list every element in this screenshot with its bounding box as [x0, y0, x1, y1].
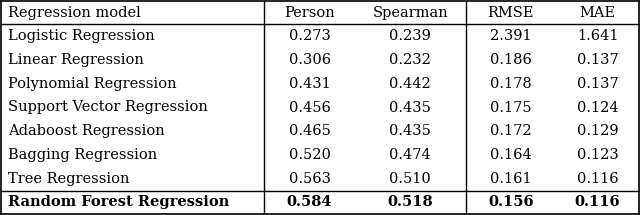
Text: 2.391: 2.391 [490, 29, 532, 43]
Text: 0.465: 0.465 [289, 124, 330, 138]
Text: Linear Regression: Linear Regression [8, 53, 144, 67]
Text: 0.518: 0.518 [387, 195, 433, 209]
Text: 0.474: 0.474 [389, 148, 431, 162]
Text: 0.124: 0.124 [577, 100, 618, 115]
Text: 0.137: 0.137 [577, 53, 618, 67]
Text: 0.510: 0.510 [389, 172, 431, 186]
Text: 0.273: 0.273 [289, 29, 330, 43]
Text: 0.435: 0.435 [389, 124, 431, 138]
Text: Logistic Regression: Logistic Regression [8, 29, 155, 43]
Text: 0.172: 0.172 [490, 124, 532, 138]
Text: 0.456: 0.456 [289, 100, 330, 115]
Text: 0.435: 0.435 [389, 100, 431, 115]
Text: RMSE: RMSE [488, 6, 534, 20]
Text: Random Forest Regression: Random Forest Regression [8, 195, 230, 209]
Text: 0.232: 0.232 [389, 53, 431, 67]
Text: Regression model: Regression model [8, 6, 141, 20]
Text: 0.442: 0.442 [389, 77, 431, 91]
Text: 0.116: 0.116 [575, 195, 620, 209]
Text: 0.431: 0.431 [289, 77, 330, 91]
Text: 0.563: 0.563 [289, 172, 331, 186]
Text: MAE: MAE [580, 6, 616, 20]
Text: 0.137: 0.137 [577, 77, 618, 91]
Text: 0.306: 0.306 [289, 53, 331, 67]
Text: Bagging Regression: Bagging Regression [8, 148, 157, 162]
Text: Spearman: Spearman [372, 6, 448, 20]
Text: 0.161: 0.161 [490, 172, 532, 186]
Text: 0.164: 0.164 [490, 148, 532, 162]
Text: Person: Person [284, 6, 335, 20]
Text: 0.584: 0.584 [287, 195, 332, 209]
Text: 0.116: 0.116 [577, 172, 618, 186]
Text: 0.178: 0.178 [490, 77, 532, 91]
Text: 0.175: 0.175 [490, 100, 532, 115]
Text: Adaboost Regression: Adaboost Regression [8, 124, 165, 138]
Text: 0.123: 0.123 [577, 148, 618, 162]
Text: Support Vector Regression: Support Vector Regression [8, 100, 208, 115]
Text: 0.156: 0.156 [488, 195, 534, 209]
Text: 1.641: 1.641 [577, 29, 618, 43]
Text: Polynomial Regression: Polynomial Regression [8, 77, 177, 91]
Text: 0.186: 0.186 [490, 53, 532, 67]
Text: 0.129: 0.129 [577, 124, 618, 138]
Text: 0.520: 0.520 [289, 148, 330, 162]
Text: 0.239: 0.239 [389, 29, 431, 43]
Text: Tree Regression: Tree Regression [8, 172, 130, 186]
